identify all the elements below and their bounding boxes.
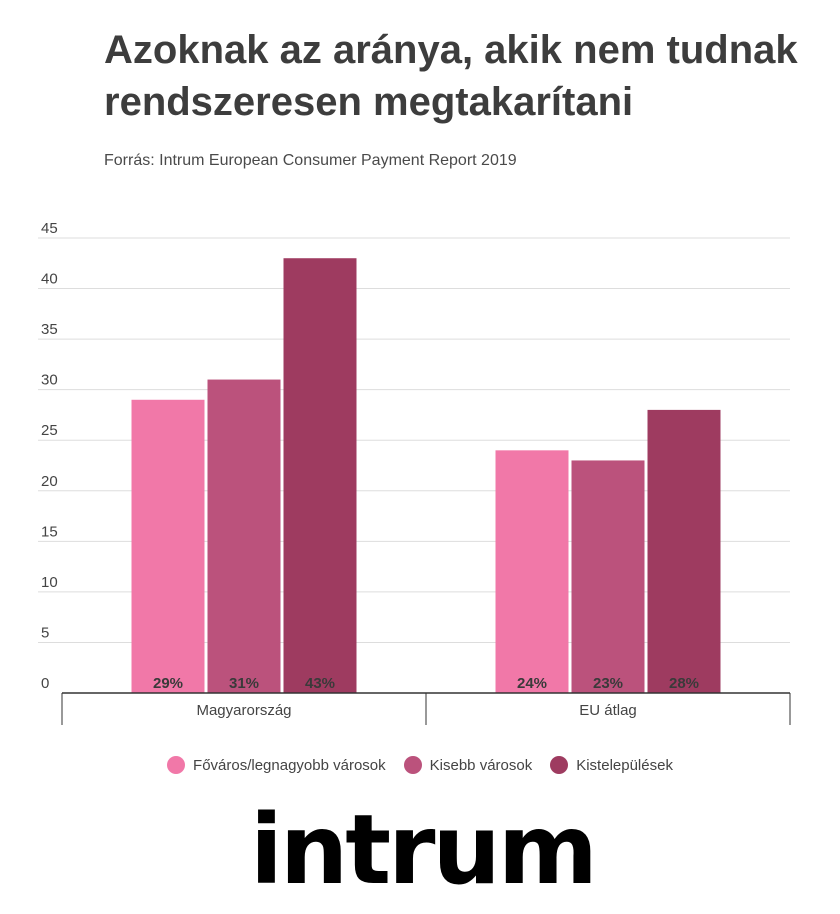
bar[interactable] [131,399,205,693]
legend-swatch-fovaros [167,756,186,774]
y-tick-label: 40 [41,271,58,288]
bar[interactable] [207,379,281,693]
bar-value-label: 31% [229,675,259,692]
y-tick-label: 35 [41,321,58,338]
chart-title: Azoknak az aránya, akik nem tudnak rends… [104,28,798,124]
legend-swatch-kistelepulesek [550,756,569,774]
y-axis-ticks: 0 5 10 15 20 25 30 35 40 45 [41,220,58,692]
legend-item-kistelepulesek[interactable]: Kistelepülések [550,756,673,774]
bars [131,258,721,693]
legend-item-kisebb-varosok[interactable]: Kisebb városok [403,756,533,774]
bar-value-label: 28% [669,675,699,692]
legend-label-fovaros: Főváros/legnagyobb városok [193,756,386,774]
bar-value-label: 24% [517,675,547,692]
bar-chart: 0 5 10 15 20 25 30 35 40 45 29% 31% 43% 24% 23% 28% Ma… [38,220,791,725]
bar[interactable] [283,258,357,693]
x-axis: Magyarország EU átlag [61,692,791,725]
y-tick-label: 45 [41,220,58,237]
y-tick-label: 15 [41,523,58,540]
legend: Főváros/legnagyobb városok Kisebb városo… [0,756,840,774]
bar-value-label: 23% [593,675,623,692]
bar-value-label: 43% [305,675,335,692]
y-tick-label: 10 [41,574,58,591]
chart-subtitle: Forrás: Intrum European Consumer Payment… [104,152,517,169]
x-category-label: EU átlag [579,702,637,719]
legend-label-kistelepulesek: Kistelepülések [576,756,673,774]
legend-swatch-kisebb-varosok [403,756,422,774]
y-tick-label: 30 [41,372,58,389]
x-category-label: Magyarország [196,702,291,719]
bar[interactable] [495,450,569,693]
bar-value-label: 29% [153,675,183,692]
y-tick-label: 0 [41,675,49,692]
y-tick-label: 5 [41,624,49,641]
bar[interactable] [647,409,721,693]
y-tick-label: 25 [41,422,58,439]
bar[interactable] [571,460,645,693]
bar-labels: 29% 31% 43% 24% 23% 28% [153,675,699,692]
intrum-logo: intrum [250,794,598,906]
y-tick-label: 20 [41,473,58,490]
legend-label-kisebb-varosok: Kisebb városok [429,756,533,774]
legend-item-fovaros[interactable]: Főváros/legnagyobb városok [167,756,386,774]
